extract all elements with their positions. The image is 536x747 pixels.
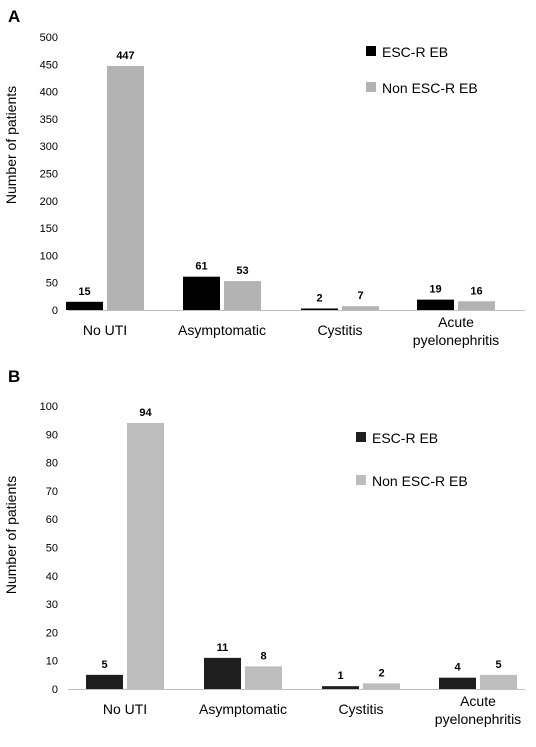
panel-a-x-tick-label: Acute pyelonephritis [413,314,499,348]
panel-b-ytick-label: 30 [46,599,58,611]
panel-a-ytick-label: 350 [40,114,58,126]
panel-a-x-tick-label: No UTI [83,322,127,338]
panel-a-legend-label-esc-r: ESC-R EB [382,44,448,60]
panel-b-legend-label-esc-r: ESC-R EB [372,430,438,446]
panel-b-data-label: 4 [454,662,461,674]
panel-b-x-tick-label: Cystitis [338,701,383,717]
panel-b-legend-label-non-esc-r: Non ESC-R EB [372,473,468,489]
panel-b-data-label: 1 [337,670,343,682]
panel-a-bar-esc-r-2 [301,308,338,310]
panel-a-legend-swatch-non-esc-r [366,82,376,92]
panel-a-legend-label-non-esc-r: Non ESC-R EB [382,80,478,96]
panel-b-ytick-label: 90 [46,429,58,441]
panel-a-bar-esc-r-3 [417,299,454,310]
panel-b-ytick-label: 40 [46,571,58,583]
panel-b-data-label: 8 [260,650,266,662]
panel-b-y-axis-label: Number of patients [3,476,19,594]
panel-b-ytick-label: 70 [46,486,58,498]
panel-b-legend-swatch-esc-r [356,432,366,442]
panel-a-ytick-label: 250 [40,169,58,181]
panel-b-ytick-label: 20 [46,627,58,639]
panel-b-data-label: 2 [378,667,384,679]
panel-a-data-label: 19 [429,284,441,296]
panel-a-x-tick-label: Cystitis [317,322,362,338]
panel-b-bar-esc-r-3 [439,677,476,689]
panel-b-data-label: 5 [495,659,501,671]
panel-b-bar-esc-r-1 [204,657,241,689]
panel-a-bar-esc-r-1 [183,276,220,310]
panel-b-bar-esc-r-2 [322,686,359,689]
panel-a-ytick-label: 50 [46,278,58,290]
panel-b-x-tick-label: Acute pyelonephritis [435,693,521,727]
panel-b-bar-esc-r-0 [86,674,123,689]
panel-b-legend-swatch-non-esc-r [356,475,366,485]
panel-a-data-label: 16 [470,285,482,297]
panel-b-x-tick-label: No UTI [103,701,147,717]
panel-a-ytick-label: 0 [52,305,58,317]
panel-a-ytick-label: 500 [40,32,58,44]
panel-a-data-label: 61 [195,261,207,273]
panel-a-bar-non-esc-r-0 [107,65,144,310]
panel-a-data-label: 15 [78,286,90,298]
panel-a-letter: A [8,7,20,26]
panel-a-data-label: 7 [357,290,363,302]
panel-b-x-tick-label: Asymptomatic [199,701,287,717]
panel-a-bar-non-esc-r-3 [458,301,495,310]
panel-a-bar-non-esc-r-1 [224,281,261,310]
panel-a-ytick-label: 400 [40,87,58,99]
panel-b-bar-non-esc-r-3 [480,674,517,689]
panel-a-data-label: 447 [116,50,134,62]
panel-b-ytick-label: 10 [46,656,58,668]
panel-b-ytick-label: 0 [52,684,58,696]
panel-b-bar-non-esc-r-1 [245,666,282,689]
panel-b-letter: B [8,367,20,386]
panel-b-data-label: 94 [139,407,152,419]
panel-a-ytick-label: 200 [40,196,58,208]
panel-b-ytick-label: 100 [40,401,58,413]
panel-a-ytick-label: 300 [40,141,58,153]
panel-b-bar-non-esc-r-0 [127,422,164,689]
panel-a-y-axis-label: Number of patients [3,86,19,204]
panel-b-ytick-label: 50 [46,543,58,555]
panel-a-bar-non-esc-r-2 [342,306,379,310]
panel-b-ytick-label: 80 [46,458,58,470]
panel-b-bar-non-esc-r-2 [363,683,400,689]
panel-a-ytick-label: 450 [40,59,58,71]
panel-a-ytick-label: 100 [40,250,58,262]
panel-a-data-label: 53 [236,265,248,277]
panel-a-ytick-label: 150 [40,223,58,235]
panel-a-legend-swatch-esc-r [366,46,376,56]
panel-b-data-label: 11 [217,642,229,654]
panel-a-data-label: 2 [316,293,322,305]
panel-b-ytick-label: 60 [46,514,58,526]
panel-a-bar-esc-r-0 [66,301,103,310]
panel-b-data-label: 5 [101,659,107,671]
panel-a-x-tick-label: Asymptomatic [178,322,266,338]
